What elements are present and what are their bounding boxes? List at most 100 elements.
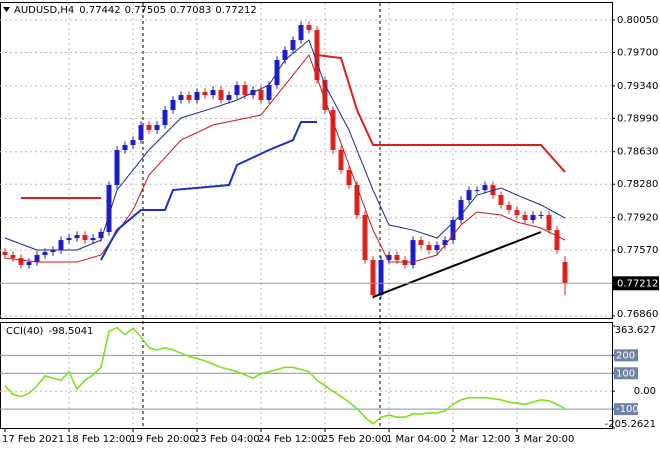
candle-body xyxy=(522,215,528,221)
last-low: 0.77083 xyxy=(170,5,211,16)
level-box xyxy=(614,367,638,380)
candle-body xyxy=(394,255,400,261)
candle-body xyxy=(546,215,552,231)
candle-body xyxy=(82,235,88,241)
last-high: 0.77505 xyxy=(125,5,166,16)
indicator-line xyxy=(21,53,566,199)
x-tick-label: 18 Feb 12:00 xyxy=(66,434,132,445)
candle-body xyxy=(202,91,208,96)
candle-body xyxy=(194,91,200,100)
candle-body xyxy=(42,252,48,256)
candle-body xyxy=(386,255,392,261)
indicator-line xyxy=(4,53,566,263)
price-tag xyxy=(613,276,659,291)
price-tag-label: 0.77212 xyxy=(617,278,658,289)
last-close: 0.77212 xyxy=(215,5,256,16)
candle-body xyxy=(378,260,384,296)
candle-body xyxy=(442,240,448,246)
candle-body xyxy=(74,235,80,239)
candle-body xyxy=(114,149,120,186)
candle-body xyxy=(354,185,360,216)
x-tick-label: 25 Feb 20:00 xyxy=(322,434,388,445)
y-tick-label: 0.78630 xyxy=(617,147,658,158)
candle-body xyxy=(346,170,352,186)
symbol: AUDUSD,H4 xyxy=(14,5,74,16)
candle-body xyxy=(226,95,232,100)
y-tick-label: -100 xyxy=(616,404,639,415)
y-tick-label: 0.77920 xyxy=(617,213,658,224)
y-tick-label: 0.79340 xyxy=(617,81,658,92)
cci-panel xyxy=(0,322,613,429)
candle-body xyxy=(146,125,152,131)
candle-body xyxy=(410,240,416,266)
x-tick-label: 3 Mar 20:00 xyxy=(514,434,574,445)
candle-body xyxy=(186,95,192,100)
candle-body xyxy=(418,240,424,246)
y-tick-label: 0.78990 xyxy=(617,113,658,124)
candle-body xyxy=(10,255,16,259)
candle-body xyxy=(162,109,168,126)
candle-body xyxy=(450,220,456,241)
candle-body xyxy=(242,85,248,96)
cci-header: CCI(40) -98.5041 xyxy=(6,326,93,337)
y-tick-label: 200 xyxy=(616,350,635,361)
candle-body xyxy=(474,190,480,192)
grid-layer xyxy=(0,3,612,428)
y-tick-label: -205.2621 xyxy=(605,419,656,430)
candle-body xyxy=(554,230,560,250)
y-tick-label: 0.78280 xyxy=(617,179,658,190)
candle-body xyxy=(530,215,536,221)
candle-body xyxy=(282,49,288,60)
menu-triangle[interactable] xyxy=(3,7,10,12)
candle-body xyxy=(306,25,312,31)
y-tick-label: 0.80050 xyxy=(617,15,658,26)
candle-body xyxy=(50,249,56,253)
y-tick-label: 0.76860 xyxy=(617,309,658,320)
candle-body xyxy=(66,238,72,241)
candle-body xyxy=(98,231,104,239)
x-tick-label: 2 Mar 12:00 xyxy=(450,434,510,445)
candle-body xyxy=(322,80,328,110)
cci-title: CCI(40) xyxy=(6,326,44,337)
candle-body xyxy=(138,125,144,141)
x-tick-label: 24 Feb 12:00 xyxy=(258,434,324,445)
candle-body xyxy=(2,251,8,256)
candle-body xyxy=(18,258,24,266)
y-tick-label: 0.00 xyxy=(634,386,656,397)
last-open: 0.77442 xyxy=(79,5,120,16)
candle-body xyxy=(538,215,544,217)
candle-body xyxy=(154,125,160,131)
candle-body xyxy=(370,260,376,296)
x-tick-label: 17 Feb 2021 xyxy=(2,434,64,445)
candle-body xyxy=(330,109,336,150)
candle-body xyxy=(106,185,112,232)
y-tick-label: 0.77570 xyxy=(617,245,658,256)
candle-body xyxy=(562,261,568,284)
candle-body xyxy=(258,90,264,100)
candle-body xyxy=(26,262,32,266)
candle-body xyxy=(434,245,440,250)
level-box xyxy=(614,349,638,362)
candle-body xyxy=(466,190,472,200)
candle-body xyxy=(514,210,520,216)
x-tick-label: 1 Mar 04:00 xyxy=(386,434,446,445)
candle-body xyxy=(290,40,296,50)
x-tick-label: 23 Feb 04:00 xyxy=(194,434,260,445)
candle-body xyxy=(266,85,272,100)
candle-body xyxy=(178,95,184,100)
candle-body xyxy=(130,140,136,146)
chart-header: AUDUSD,H4 0.77442 0.77505 0.77083 0.77212 xyxy=(14,5,257,16)
candle-body xyxy=(458,199,464,221)
cci-line xyxy=(4,326,566,425)
candle-body xyxy=(34,255,40,263)
x-tick-label: 19 Feb 20:00 xyxy=(130,434,196,445)
candle-body xyxy=(218,90,224,100)
candle-body xyxy=(426,245,432,250)
indicator-line xyxy=(4,39,566,251)
candle-body xyxy=(210,90,216,96)
cci-last: -98.5041 xyxy=(48,326,93,337)
candle-body xyxy=(506,204,512,211)
y-tick-label: 100 xyxy=(616,368,635,379)
y-tick-label: 0.79700 xyxy=(617,47,658,58)
